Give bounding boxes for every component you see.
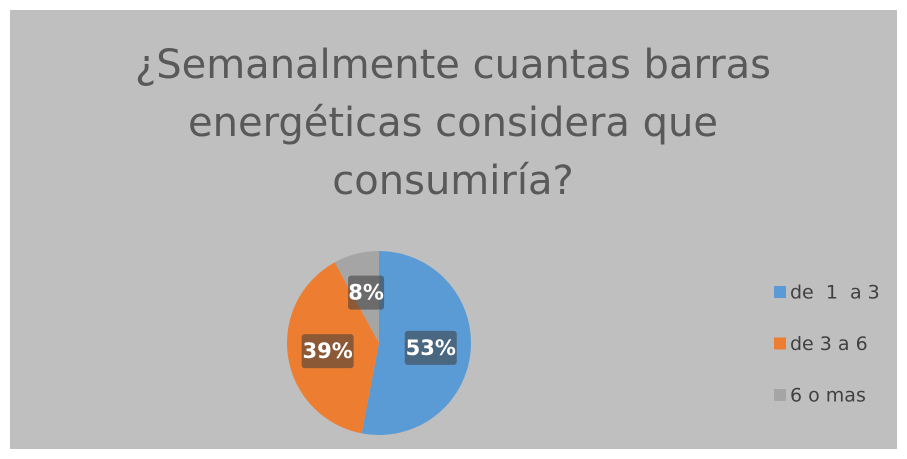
data-label: 8% [348, 281, 384, 305]
data-label-bg [301, 334, 354, 369]
legend-label: de 1 a 3 [790, 282, 880, 304]
chart-title: ¿Semanalmente cuantas barras energéticas… [134, 42, 771, 204]
data-label-bg [404, 330, 457, 365]
legend-label: 6 o mas [790, 385, 866, 407]
legend-swatch [774, 286, 786, 298]
legend-label: de 3 a 6 [790, 333, 868, 355]
legend-swatch [774, 337, 786, 350]
data-label-bg [348, 275, 385, 310]
data-label: 53% [406, 336, 456, 360]
legend-swatch [774, 389, 786, 401]
data-label: 39% [303, 339, 353, 363]
